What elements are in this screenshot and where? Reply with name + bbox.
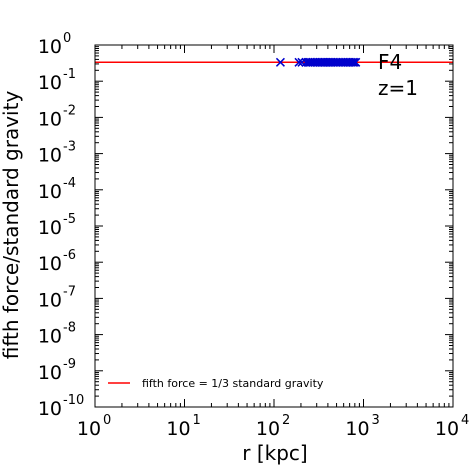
y-tick-exponent: -2 bbox=[63, 103, 76, 118]
data-point-marker bbox=[351, 57, 361, 67]
y-tick-exponent: -6 bbox=[63, 248, 76, 263]
data-point-marker bbox=[275, 57, 285, 67]
y-tick-exponent: -1 bbox=[63, 67, 76, 82]
annotation-f4: F4 bbox=[378, 50, 402, 74]
legend: fifth force = 1/3 standard gravity bbox=[108, 377, 324, 390]
y-tick-exponent: -4 bbox=[63, 176, 76, 191]
y-axis-label: fifth force/standard gravity bbox=[0, 91, 23, 360]
y-tick-label: 10 bbox=[38, 72, 62, 94]
y-tick-label: 10 bbox=[38, 181, 62, 203]
y-tick-exponent: -8 bbox=[63, 321, 76, 336]
data-point-marker bbox=[348, 57, 358, 67]
y-tick-label: 10 bbox=[38, 253, 62, 275]
x-tick-exponent: 0 bbox=[103, 413, 111, 428]
x-tick-label: 10 bbox=[256, 418, 280, 440]
y-tick-label: 10 bbox=[38, 362, 62, 384]
x-tick-label: 10 bbox=[435, 418, 459, 440]
axes: 10 0 10 1 10 2 10 3 10 410 010 -110 -210 -310 -410 -510… bbox=[38, 31, 469, 440]
x-tick-label: 10 bbox=[345, 418, 369, 440]
x-tick-label: 10 bbox=[166, 418, 190, 440]
y-tick-exponent: 0 bbox=[63, 31, 71, 46]
y-tick-exponent: -5 bbox=[63, 212, 76, 227]
y-tick-exponent: -9 bbox=[63, 357, 76, 372]
y-tick-label: 10 bbox=[38, 145, 62, 167]
x-tick-exponent: 4 bbox=[461, 413, 469, 428]
y-tick-exponent: -10 bbox=[63, 393, 84, 408]
y-tick-label: 10 bbox=[38, 36, 62, 58]
x-tick-exponent: 1 bbox=[193, 413, 201, 428]
data-point-marker bbox=[294, 57, 304, 67]
y-tick-label: 10 bbox=[38, 108, 62, 130]
x-tick-label: 10 bbox=[77, 418, 101, 440]
data-point-marker bbox=[349, 57, 359, 67]
x-axis-label: r [kpc] bbox=[242, 441, 307, 465]
y-tick-label: 10 bbox=[38, 289, 62, 311]
x-tick-exponent: 2 bbox=[282, 413, 290, 428]
y-tick-label: 10 bbox=[38, 326, 62, 348]
plot-area bbox=[95, 57, 453, 67]
annotation-z: z=1 bbox=[378, 76, 418, 100]
x-tick-exponent: 3 bbox=[372, 413, 380, 428]
y-tick-label: 10 bbox=[38, 217, 62, 239]
y-tick-exponent: -7 bbox=[63, 284, 76, 299]
y-tick-label: 10 bbox=[38, 398, 62, 420]
legend-label: fifth force = 1/3 standard gravity bbox=[142, 377, 324, 390]
y-tick-exponent: -3 bbox=[63, 140, 76, 155]
